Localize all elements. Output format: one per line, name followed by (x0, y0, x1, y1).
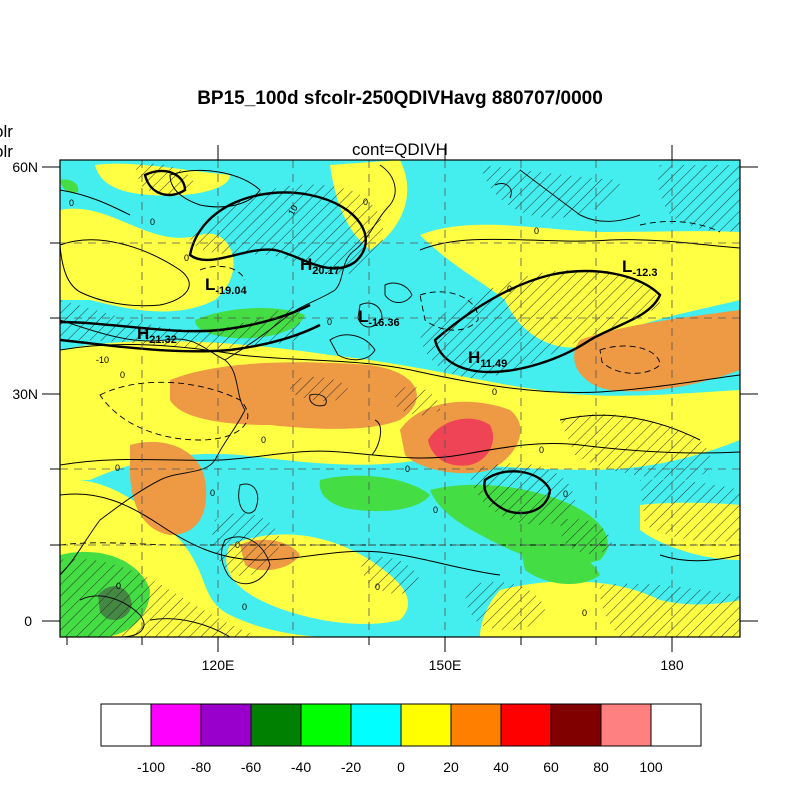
colorbar-box (350, 703, 402, 747)
colorbar-label: 80 (593, 759, 609, 775)
high-marker-2: H21.32 (137, 324, 177, 346)
side-label-2: olr (0, 142, 13, 161)
colorbar-box (450, 703, 502, 747)
graticule (60, 160, 740, 637)
colorbar-box (250, 703, 302, 747)
svg-text:0: 0 (405, 464, 410, 474)
side-label-1: olr (0, 122, 13, 141)
colorbar-box (500, 703, 552, 747)
svg-text:0: 0 (115, 463, 120, 473)
svg-text:-10: -10 (96, 355, 109, 365)
colorbar-label: 40 (493, 759, 509, 775)
high-low-markers: L-19.04 H20.17 L-12.3 H21.32 L-16.36 H11… (137, 255, 657, 370)
map-field (60, 160, 740, 637)
lon-label-120e: 120E (202, 657, 235, 673)
high-marker-3: H11.49 (468, 348, 507, 370)
svg-text:0: 0 (242, 602, 247, 612)
low-marker-2: L-12.3 (622, 257, 657, 279)
map-title: BP15_100d sfcolr-250QDIVHavg 880707/0000 (197, 88, 603, 109)
colorbar-label: -40 (291, 759, 311, 775)
colorbar-label: 60 (543, 759, 559, 775)
thick-contours (60, 169, 662, 515)
contour-labels: 0 0 0 0 0 0 0 0 0 0 0 0 0 0 0 0 0 0 0 0 … (69, 197, 587, 618)
svg-text:0: 0 (563, 489, 568, 499)
dashed-contours (60, 221, 740, 546)
lon-label-180: 180 (660, 657, 684, 673)
low-marker-1: L-19.04 (205, 275, 247, 297)
low-marker-3: L-16.36 (358, 307, 400, 329)
colorbar-label: 20 (443, 759, 459, 775)
map-frame (59, 159, 741, 638)
colorbar-labels: -100 -80 -60 -40 -20 0 20 40 60 80 100 (137, 759, 663, 775)
coastlines (60, 164, 641, 637)
colorbar-label: -80 (191, 759, 211, 775)
hatched-regions (60, 163, 740, 637)
svg-text:10: 10 (286, 203, 300, 217)
svg-text:0: 0 (363, 197, 368, 207)
colorbar-box (150, 703, 202, 747)
svg-text:0: 0 (433, 505, 438, 515)
tick-marks (42, 145, 758, 652)
colorbar (100, 703, 702, 747)
svg-text:0: 0 (539, 445, 544, 455)
svg-text:0: 0 (150, 217, 155, 227)
svg-text:0: 0 (534, 226, 539, 236)
colorbar-box (550, 703, 602, 747)
colorbar-label: 0 (397, 759, 405, 775)
colorbar-box (650, 703, 702, 747)
colorbar-box (200, 703, 252, 747)
svg-text:0: 0 (492, 387, 497, 397)
svg-text:0: 0 (210, 488, 215, 498)
colorbar-label: -100 (137, 759, 165, 775)
svg-text:0: 0 (327, 317, 332, 327)
svg-text:0: 0 (261, 435, 266, 445)
lat-label-0: 0 (24, 613, 32, 629)
svg-text:0: 0 (69, 198, 74, 208)
high-marker-1: H20.17 (300, 255, 340, 277)
lat-label-30n: 30N (12, 386, 38, 402)
lat-label-60n: 60N (12, 159, 38, 175)
svg-text:0: 0 (235, 540, 240, 550)
svg-text:0: 0 (507, 284, 512, 294)
colorbar-box (600, 703, 652, 747)
svg-text:0: 0 (120, 370, 125, 380)
svg-text:0: 0 (116, 581, 121, 591)
svg-text:0: 0 (375, 582, 380, 592)
colorbar-label: -60 (241, 759, 261, 775)
contours (60, 169, 740, 576)
lon-label-150e: 150E (429, 657, 462, 673)
svg-text:0: 0 (184, 253, 189, 263)
map-subtitle: cont=QDIVH (352, 140, 448, 159)
colorbar-label: 100 (639, 759, 663, 775)
colorbar-label: -20 (341, 759, 361, 775)
colorbar-box (100, 703, 152, 747)
red-olr-region (428, 418, 494, 466)
svg-text:0: 0 (582, 608, 587, 618)
colorbar-box (400, 703, 452, 747)
colorbar-box (300, 703, 352, 747)
